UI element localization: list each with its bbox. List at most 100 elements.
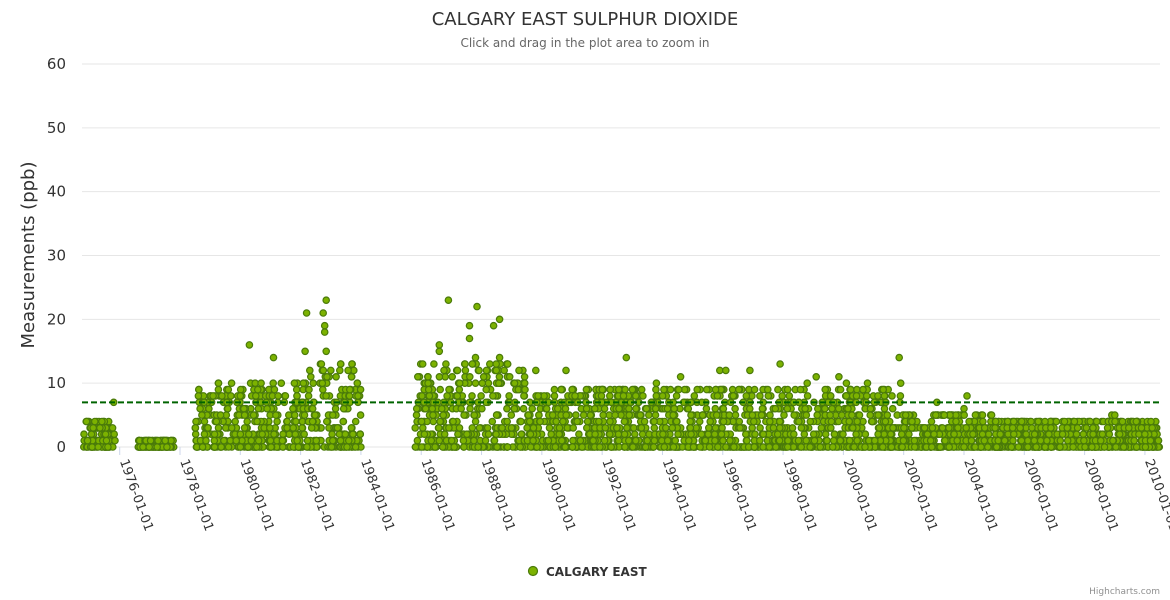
data-point[interactable] — [749, 417, 758, 426]
data-point[interactable] — [249, 411, 258, 419]
data-point[interactable] — [535, 411, 543, 419]
data-point[interactable] — [507, 424, 516, 432]
data-point[interactable] — [711, 385, 720, 394]
data-point[interactable] — [938, 424, 947, 432]
data-point[interactable] — [631, 436, 640, 445]
data-point[interactable] — [1063, 436, 1072, 445]
data-point[interactable] — [621, 385, 629, 394]
data-point[interactable] — [1073, 424, 1082, 432]
data-point[interactable] — [1016, 424, 1025, 432]
data-point[interactable] — [231, 417, 240, 426]
data-point[interactable] — [411, 424, 420, 432]
data-point[interactable] — [328, 411, 337, 419]
data-point[interactable] — [766, 411, 774, 419]
data-point[interactable] — [220, 436, 228, 445]
data-point[interactable] — [328, 436, 337, 445]
data-point[interactable] — [652, 385, 660, 394]
data-point[interactable] — [303, 436, 312, 445]
data-point[interactable] — [347, 372, 356, 381]
data-point[interactable] — [852, 392, 861, 400]
data-point[interactable] — [1146, 436, 1155, 445]
data-point[interactable] — [750, 443, 759, 451]
data-point[interactable] — [965, 417, 973, 426]
data-point[interactable] — [953, 436, 962, 445]
data-point[interactable] — [1052, 417, 1061, 426]
data-point[interactable] — [470, 436, 478, 445]
data-point[interactable] — [536, 417, 544, 426]
data-point[interactable] — [435, 372, 444, 381]
data-point[interactable] — [561, 443, 570, 451]
data-point[interactable] — [830, 430, 839, 439]
data-point[interactable] — [640, 417, 649, 426]
data-point[interactable] — [550, 385, 559, 394]
data-point[interactable] — [269, 379, 278, 388]
data-point[interactable] — [591, 430, 599, 439]
data-point[interactable] — [498, 424, 506, 432]
data-point[interactable] — [354, 392, 362, 400]
data-point[interactable] — [507, 411, 516, 419]
data-point[interactable] — [274, 392, 282, 400]
data-point[interactable] — [650, 417, 658, 426]
data-point[interactable] — [880, 392, 889, 400]
data-point[interactable] — [292, 417, 300, 426]
data-point[interactable] — [575, 430, 583, 439]
data-point[interactable] — [224, 404, 232, 413]
data-point[interactable] — [209, 392, 217, 400]
data-point[interactable] — [582, 385, 591, 394]
data-point[interactable] — [525, 417, 534, 426]
data-point[interactable] — [960, 443, 968, 451]
data-point[interactable] — [265, 424, 274, 432]
data-point[interactable] — [1041, 443, 1049, 451]
data-point[interactable] — [1112, 443, 1120, 451]
data-point[interactable] — [1063, 424, 1072, 432]
data-point[interactable] — [600, 436, 609, 445]
data-point[interactable] — [863, 379, 872, 388]
data-point[interactable] — [828, 404, 836, 413]
data-point[interactable] — [861, 443, 869, 451]
data-point[interactable] — [649, 443, 658, 451]
data-point[interactable] — [980, 424, 989, 432]
data-point[interactable] — [746, 366, 754, 375]
data-point[interactable] — [263, 404, 271, 413]
data-point[interactable] — [1141, 443, 1150, 451]
data-point[interactable] — [821, 385, 830, 394]
data-point[interactable] — [435, 341, 444, 349]
data-point[interactable] — [495, 372, 504, 381]
series-calgary-east[interactable] — [80, 296, 1164, 451]
data-point[interactable] — [991, 424, 999, 432]
data-point[interactable] — [252, 443, 261, 451]
data-point[interactable] — [713, 443, 722, 451]
data-point[interactable] — [595, 417, 603, 426]
data-point[interactable] — [517, 417, 525, 426]
data-point[interactable] — [1036, 436, 1045, 445]
data-point[interactable] — [429, 417, 438, 426]
data-point[interactable] — [874, 430, 882, 439]
data-point[interactable] — [765, 417, 774, 426]
data-point[interactable] — [834, 417, 843, 426]
data-point[interactable] — [111, 436, 119, 445]
data-point[interactable] — [484, 430, 493, 439]
data-point[interactable] — [628, 385, 637, 394]
data-point[interactable] — [309, 379, 318, 388]
data-point[interactable] — [1024, 436, 1032, 445]
data-point[interactable] — [245, 341, 254, 349]
data-point[interactable] — [339, 417, 348, 426]
data-point[interactable] — [622, 353, 631, 362]
data-point[interactable] — [674, 430, 682, 439]
data-point[interactable] — [341, 430, 350, 439]
data-point[interactable] — [991, 417, 1000, 426]
data-point[interactable] — [896, 392, 905, 400]
data-point[interactable] — [713, 392, 722, 400]
data-point[interactable] — [293, 392, 301, 400]
data-point[interactable] — [552, 417, 561, 426]
data-point[interactable] — [493, 443, 501, 451]
data-point[interactable] — [704, 424, 713, 432]
data-point[interactable] — [557, 436, 566, 445]
data-point[interactable] — [1072, 430, 1081, 439]
data-point[interactable] — [571, 392, 579, 400]
data-point[interactable] — [936, 443, 945, 451]
data-point[interactable] — [731, 404, 739, 413]
data-point[interactable] — [272, 411, 280, 419]
data-point[interactable] — [607, 443, 616, 451]
data-point[interactable] — [482, 366, 491, 375]
